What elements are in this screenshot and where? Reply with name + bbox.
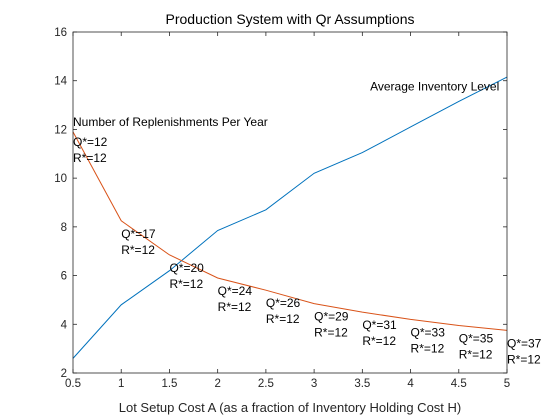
- chart-title: Production System with Qr Assumptions: [166, 11, 415, 27]
- annotation-r: R*=12: [314, 326, 348, 340]
- annotation-r: R*=12: [218, 300, 252, 314]
- annotation-q: Q*=31: [362, 318, 397, 332]
- x-tick-label: 2: [214, 378, 220, 390]
- annotation-q: Q*=33: [411, 325, 446, 339]
- x-tick-label: 3: [311, 378, 317, 390]
- x-tick-label: 4: [407, 378, 414, 390]
- annotation-q: Q*=37: [507, 336, 542, 350]
- annotation-q: Q*=29: [314, 310, 349, 324]
- series-label-avg-inventory: Average Inventory Level: [370, 79, 499, 93]
- y-tick-label: 8: [61, 222, 67, 234]
- y-tick-label: 14: [54, 76, 67, 88]
- annotation-q: Q*=20: [169, 261, 204, 275]
- annotation-r: R*=12: [266, 312, 300, 326]
- annotation-r: R*=12: [411, 341, 445, 355]
- x-tick-label: 1: [118, 378, 124, 390]
- y-tick-label: 12: [54, 124, 67, 136]
- x-tick-label: 0.5: [65, 378, 81, 390]
- y-tick-label: 16: [54, 27, 67, 39]
- x-tick-label: 1.5: [161, 378, 177, 390]
- annotation-r: R*=12: [73, 151, 107, 165]
- annotation-r: R*=12: [362, 334, 396, 348]
- annotation-r: R*=12: [121, 243, 155, 257]
- annotation-q: Q*=26: [266, 296, 301, 310]
- annotation-q: Q*=35: [459, 332, 494, 346]
- annotation-q: Q*=12: [73, 135, 108, 149]
- x-axis-label: Lot Setup Cost A (as a fraction of Inven…: [119, 400, 462, 415]
- annotation-r: R*=12: [459, 348, 493, 362]
- annotation-q: Q*=17: [121, 227, 156, 241]
- x-tick-label: 2.5: [258, 378, 274, 390]
- x-tick-label: 4.5: [451, 378, 467, 390]
- annotation-r: R*=12: [169, 277, 203, 291]
- y-tick-label: 10: [54, 173, 67, 185]
- annotation-r: R*=12: [507, 352, 541, 366]
- y-tick-label: 6: [61, 271, 67, 283]
- x-tick-label: 5: [504, 378, 510, 390]
- series-label-replenishments: Number of Replenishments Per Year: [73, 115, 268, 129]
- annotation-q: Q*=24: [218, 284, 253, 298]
- y-tick-label: 2: [61, 368, 67, 380]
- y-tick-label: 4: [61, 319, 68, 331]
- x-tick-label: 3.5: [354, 378, 370, 390]
- annotation-layer: Average Inventory Level Number of Repleni…: [73, 79, 542, 366]
